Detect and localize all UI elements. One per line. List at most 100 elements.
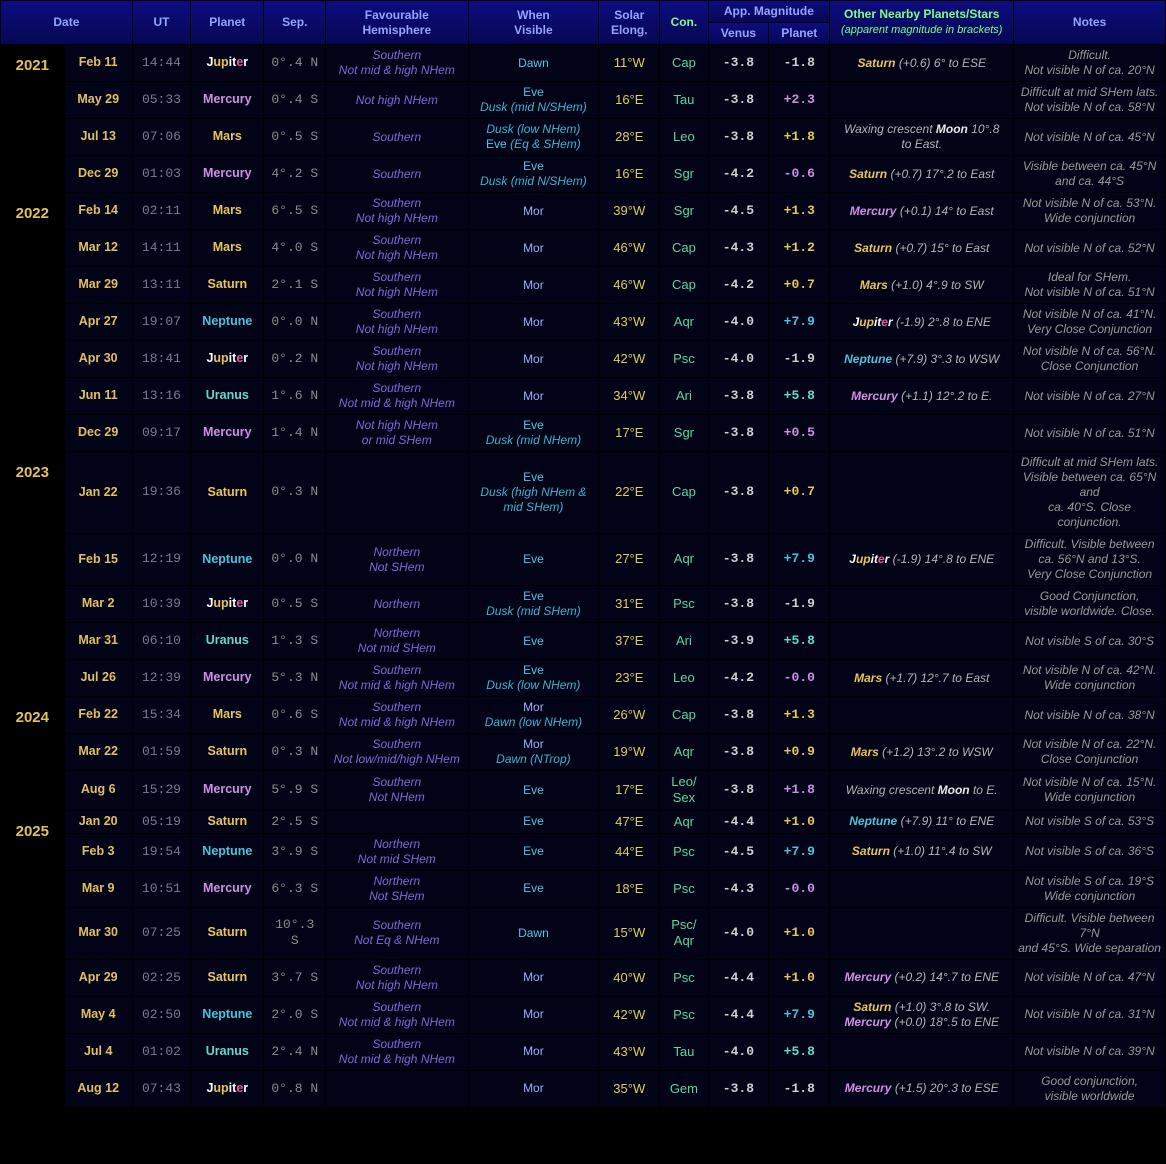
vis-cell: Eve [469, 623, 599, 659]
sep-cell: 0°.2 N [264, 341, 325, 377]
notes-cell: Not visible N of ca. 45°N [1014, 119, 1165, 155]
elong-cell: 15°W [599, 908, 659, 959]
vis-cell: Dawn [469, 908, 599, 959]
con-cell: Gem [660, 1071, 707, 1107]
date-cell: Aug 12 [65, 1071, 132, 1107]
mag-planet-cell: +0.5 [769, 415, 829, 451]
mag-venus-cell: -3.8 [709, 1071, 769, 1107]
sep-cell: 6°.5 S [264, 193, 325, 229]
year-cell: 2021 [1, 45, 64, 192]
nearby-cell [830, 623, 1013, 659]
elong-cell: 18°E [599, 871, 659, 907]
hem-cell: SouthernNot mid & high NHem [326, 45, 468, 81]
planet-cell: Saturn [191, 908, 263, 959]
con-cell: Psc [660, 834, 707, 870]
ut-cell: 15:29 [133, 771, 190, 810]
hem-cell: Southern [326, 119, 468, 155]
date-cell: Jan 20 [65, 811, 132, 833]
planet-cell: Saturn [191, 452, 263, 533]
vis-cell: Mor [469, 960, 599, 996]
sep-cell: 1°.3 S [264, 623, 325, 659]
vis-cell: EveDusk (mid SHem) [469, 586, 599, 622]
table-row: Mar 2913:11Saturn2°.1 SSouthernNot high … [1, 267, 1165, 303]
hem-cell: SouthernNot Eq & NHem [326, 908, 468, 959]
hem-cell [326, 811, 468, 833]
mag-venus-cell: -4.4 [709, 997, 769, 1033]
header-planet: Planet [191, 1, 263, 44]
ut-cell: 19:36 [133, 452, 190, 533]
mag-planet-cell: +1.8 [769, 119, 829, 155]
sep-cell: 10°.3 S [264, 908, 325, 959]
sep-cell: 0°.3 N [264, 734, 325, 770]
mag-venus-cell: -4.0 [709, 1034, 769, 1070]
nearby-cell: Mars (+1.7) 12°.7 to East [830, 660, 1013, 696]
planet-cell: Mars [191, 230, 263, 266]
hem-cell: SouthernNot high NHem [326, 193, 468, 229]
nearby-cell: Saturn (+0.7) 17°.2 to East [830, 156, 1013, 192]
hem-cell: SouthernNot mid & high NHem [326, 997, 468, 1033]
con-cell: Aqr [660, 534, 707, 585]
notes-cell: Not visible S of ca. 53°S [1014, 811, 1165, 833]
vis-cell: Mor [469, 193, 599, 229]
year-cell: 2024 [1, 697, 64, 810]
date-cell: Jan 22 [65, 452, 132, 533]
ut-cell: 13:16 [133, 378, 190, 414]
elong-cell: 22°E [599, 452, 659, 533]
table-row: Jul 401:02Uranus2°.4 NSouthernNot mid & … [1, 1034, 1165, 1070]
hem-cell: NorthernNot SHem [326, 871, 468, 907]
sep-cell: 2°.5 S [264, 811, 325, 833]
date-cell: Feb 14 [65, 193, 132, 229]
nearby-cell [830, 908, 1013, 959]
planet-cell: Mars [191, 193, 263, 229]
hem-cell: Not high NHemor mid SHem [326, 415, 468, 451]
con-cell: Aqr [660, 811, 707, 833]
mag-planet-cell: +1.3 [769, 193, 829, 229]
vis-cell: Dawn [469, 45, 599, 81]
ut-cell: 12:19 [133, 534, 190, 585]
con-cell: Ari [660, 623, 707, 659]
sep-cell: 0°.5 S [264, 119, 325, 155]
header-visible: WhenVisible [469, 1, 599, 44]
nearby-cell: Jupiter (-1.9) 14°.8 to ENE [830, 534, 1013, 585]
nearby-cell [830, 415, 1013, 451]
header-mag-venus: Venus [709, 23, 769, 44]
mag-venus-cell: -3.8 [709, 771, 769, 810]
nearby-cell [830, 697, 1013, 733]
mag-planet-cell: +5.8 [769, 623, 829, 659]
nearby-cell: Mars (+1.0) 4°.9 to SW [830, 267, 1013, 303]
mag-planet-cell: +1.2 [769, 230, 829, 266]
mag-planet-cell: +7.9 [769, 304, 829, 340]
date-cell: Mar 31 [65, 623, 132, 659]
mag-venus-cell: -3.8 [709, 697, 769, 733]
notes-cell: Not visible S of ca. 36°S [1014, 834, 1165, 870]
vis-cell: Eve [469, 871, 599, 907]
sep-cell: 0°.3 N [264, 452, 325, 533]
ut-cell: 01:02 [133, 1034, 190, 1070]
table-header: Date UT Planet Sep. FavourableHemisphere… [1, 1, 1165, 44]
elong-cell: 35°W [599, 1071, 659, 1107]
hem-cell: SouthernNot low/mid/high NHem [326, 734, 468, 770]
vis-cell: Mor [469, 378, 599, 414]
header-con: Con. [660, 1, 707, 44]
date-cell: Feb 22 [65, 697, 132, 733]
sep-cell: 0°.8 N [264, 1071, 325, 1107]
mag-venus-cell: -4.0 [709, 341, 769, 377]
sep-cell: 0°.4 N [264, 45, 325, 81]
planet-cell: Mercury [191, 415, 263, 451]
date-cell: Jul 13 [65, 119, 132, 155]
elong-cell: 17°E [599, 415, 659, 451]
ut-cell: 02:50 [133, 997, 190, 1033]
date-cell: Mar 9 [65, 871, 132, 907]
mag-planet-cell: +7.9 [769, 997, 829, 1033]
vis-cell: Mor [469, 267, 599, 303]
mag-planet-cell: +1.8 [769, 771, 829, 810]
date-cell: Dec 29 [65, 156, 132, 192]
planet-cell: Mercury [191, 660, 263, 696]
nearby-cell: Mars (+1.2) 13°.2 to WSW [830, 734, 1013, 770]
sep-cell: 2°.0 S [264, 997, 325, 1033]
sep-cell: 0°.4 S [264, 82, 325, 118]
header-mag-planet: Planet [769, 23, 829, 44]
hem-cell: SouthernNot mid & high NHem [326, 1034, 468, 1070]
planet-cell: Jupiter [191, 586, 263, 622]
con-cell: Leo/Sex [660, 771, 707, 810]
